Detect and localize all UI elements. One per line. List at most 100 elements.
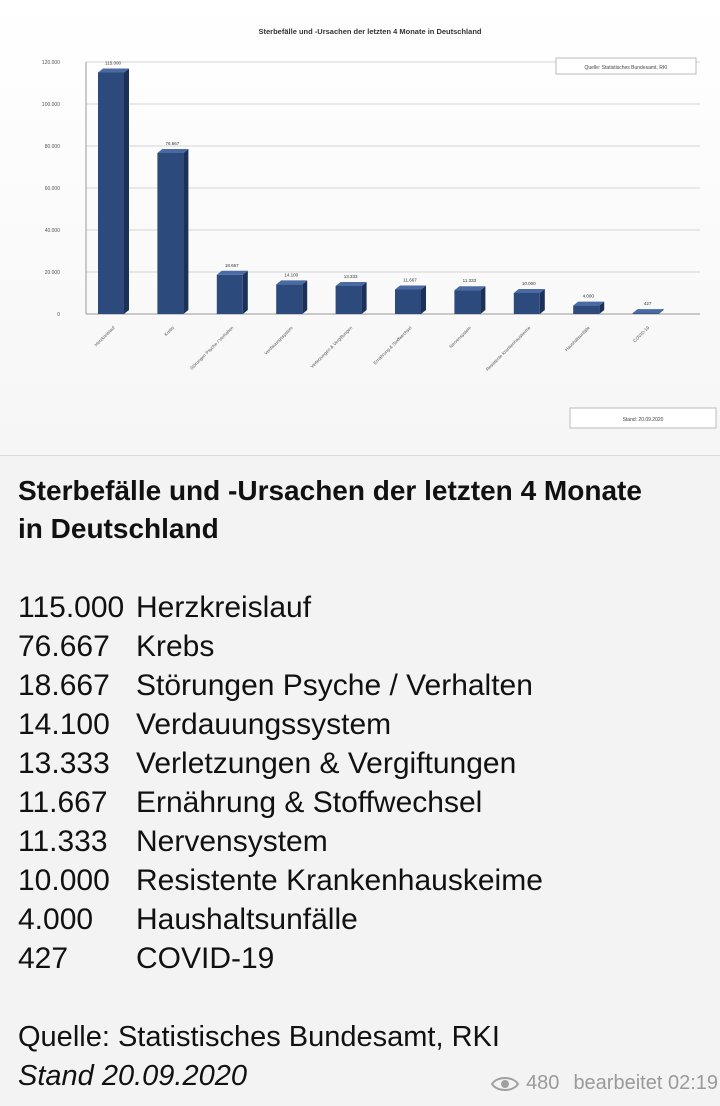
list-item: 76.667 Krebs (18, 627, 708, 666)
bar-value-label: 427 (644, 301, 652, 306)
x-tick-label: Haushaltsunfälle (564, 325, 591, 352)
chart-legend-text: Quelle: Statistisches Bundesamt, RKI (584, 65, 667, 71)
list-item-label: Ernährung & Stoffwechsel (136, 786, 483, 819)
y-tick-label: 40.000 (45, 228, 61, 234)
x-tick-label: Krebs (163, 325, 175, 337)
bar-side (124, 68, 129, 314)
chart-image: Sterbefälle und -Ursachen der letzten 4 … (0, 0, 720, 456)
edited-label: bearbeitet 02:19 (573, 1072, 718, 1094)
list-item-value: 11.333 (18, 825, 108, 858)
list-item-label: Verdauungssystem (136, 708, 392, 741)
bar-top (513, 289, 545, 293)
list-item-value: 115.000 (18, 591, 125, 624)
list-item: 11.333 Nervensystem (18, 822, 708, 861)
x-tick-label: Resistente Krankenhauskeime (485, 325, 532, 372)
bar-side (480, 286, 486, 314)
bar (395, 289, 421, 314)
post-title: Sterbefälle und -Ursachen der letzten 4 … (18, 475, 642, 544)
list-item: 10.000 Resistente Krankenhauskeime (18, 861, 708, 900)
list-item: 115.000 Herzkreislauf (18, 588, 708, 627)
bar-side (361, 282, 367, 314)
y-tick-label: 20.000 (45, 270, 61, 276)
list-item-value: 14.100 (18, 708, 110, 741)
bar-top (573, 301, 605, 306)
bar-side (302, 280, 308, 314)
bar (276, 284, 303, 314)
list-item: 18.667 Störungen Psyche / Verhalten (18, 666, 708, 705)
list-item: 11.667 Ernährung & Stoffwechsel (18, 783, 708, 822)
bar-side (658, 309, 664, 314)
bar-top (395, 285, 426, 290)
message-meta: 480 bearbeitet 02:19 (490, 1072, 718, 1095)
x-tick-label: Verdauungssystem (263, 325, 294, 356)
cause-list: 115.000 Herzkreislauf 76.667 Krebs 18.667 Stö… (18, 588, 708, 978)
list-item-value: 4.000 (18, 903, 94, 936)
source-line: Quelle: Statistisches Bundesamt, RKI (18, 1021, 500, 1053)
bar-side (421, 285, 426, 314)
bar-top (98, 68, 129, 73)
bar-side (183, 148, 189, 314)
list-item-label: Herzkreislauf (136, 591, 312, 624)
stand-line: Stand 20.09.2020 (18, 1060, 247, 1092)
bar-value-label: 18.667 (225, 263, 239, 268)
bar-value-label: 76.667 (166, 141, 180, 146)
x-tick-label: COVID-19 (632, 325, 651, 344)
list-item-value: 18.667 (18, 669, 110, 702)
list-item: 14.100 Verdauungssystem (18, 705, 708, 744)
y-tick-label: 80.000 (45, 144, 61, 150)
stand-box: Stand: 20.09.2020 (569, 407, 717, 429)
y-tick-label: 0 (57, 312, 60, 318)
bar (335, 286, 362, 314)
x-tick-label: Verletzungen & Vergiftungen (309, 325, 353, 369)
bar-side (539, 289, 545, 314)
bar-chart: Sterbefälle und -Ursachen der letzten 4 … (42, 27, 717, 429)
list-item-label: Verletzungen & Vergiftungen (136, 747, 517, 780)
list-item: 13.333 Verletzungen & Vergiftungen (18, 744, 708, 783)
list-item-label: Krebs (136, 630, 215, 663)
bar (98, 72, 124, 314)
list-item-value: 11.667 (18, 786, 108, 819)
bar-value-label: 11.667 (403, 277, 417, 282)
bar-top (454, 286, 486, 291)
list-item-label: Haushaltsunfälle (136, 903, 358, 936)
list-item-label: Nervensystem (136, 825, 328, 858)
list-item: 4.000 Haushaltsunfälle (18, 900, 708, 939)
bar-top (157, 148, 189, 153)
bar-value-label: 14.100 (284, 272, 298, 277)
bar-value-label: 4.000 (583, 294, 595, 299)
list-item-value: 10.000 (18, 864, 110, 897)
list-item-value: 427 (18, 942, 69, 975)
bar-top (335, 282, 367, 287)
x-tick-label: Nervensystem (448, 325, 472, 349)
bar-side (599, 301, 605, 314)
bar (216, 274, 243, 314)
stand-box-text: Stand: 20.09.2020 (623, 417, 664, 423)
bar-top (276, 280, 308, 285)
y-tick-label: 100.000 (42, 102, 60, 108)
list-item: 427 COVID-19 (18, 939, 708, 978)
bar-value-label: 11.333 (463, 278, 477, 283)
chart-title: Sterbefälle und -Ursachen der letzten 4 … (259, 27, 482, 36)
y-tick-label: 120.000 (42, 60, 60, 66)
bar (632, 313, 659, 314)
x-tick-label: Ernährung & Stoffwechsel (372, 325, 412, 365)
chart-legend: Quelle: Statistisches Bundesamt, RKI (555, 57, 697, 75)
y-tick-label: 60.000 (45, 186, 61, 192)
bar-value-label: 115.000 (105, 61, 121, 66)
bar (454, 290, 481, 314)
bar-value-label: 10.000 (522, 281, 536, 286)
bar (157, 152, 184, 314)
view-count: 480 (526, 1072, 560, 1094)
list-item-label: COVID-19 (136, 942, 275, 975)
bar (513, 293, 540, 314)
bar-top (632, 309, 664, 314)
bar-side (242, 270, 248, 314)
list-item-value: 76.667 (18, 630, 110, 663)
list-item-value: 13.333 (18, 747, 110, 780)
list-item-label: Resistente Krankenhauskeime (136, 864, 543, 897)
list-item-label: Störungen Psyche / Verhalten (136, 669, 533, 702)
bar-value-label: 13.333 (344, 274, 358, 279)
eye-icon (490, 1076, 520, 1091)
bar (573, 305, 600, 314)
bar-top (216, 270, 248, 275)
